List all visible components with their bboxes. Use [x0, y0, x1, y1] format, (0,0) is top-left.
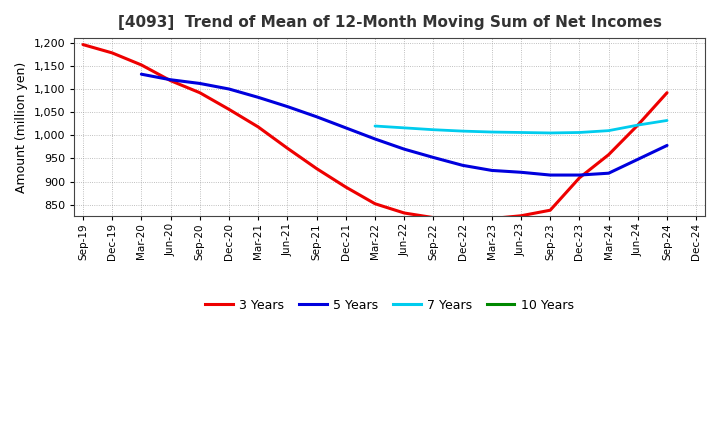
Y-axis label: Amount (million yen): Amount (million yen): [15, 62, 28, 193]
Title: [4093]  Trend of Mean of 12-Month Moving Sum of Net Incomes: [4093] Trend of Mean of 12-Month Moving …: [117, 15, 662, 30]
Legend: 3 Years, 5 Years, 7 Years, 10 Years: 3 Years, 5 Years, 7 Years, 10 Years: [200, 294, 579, 317]
